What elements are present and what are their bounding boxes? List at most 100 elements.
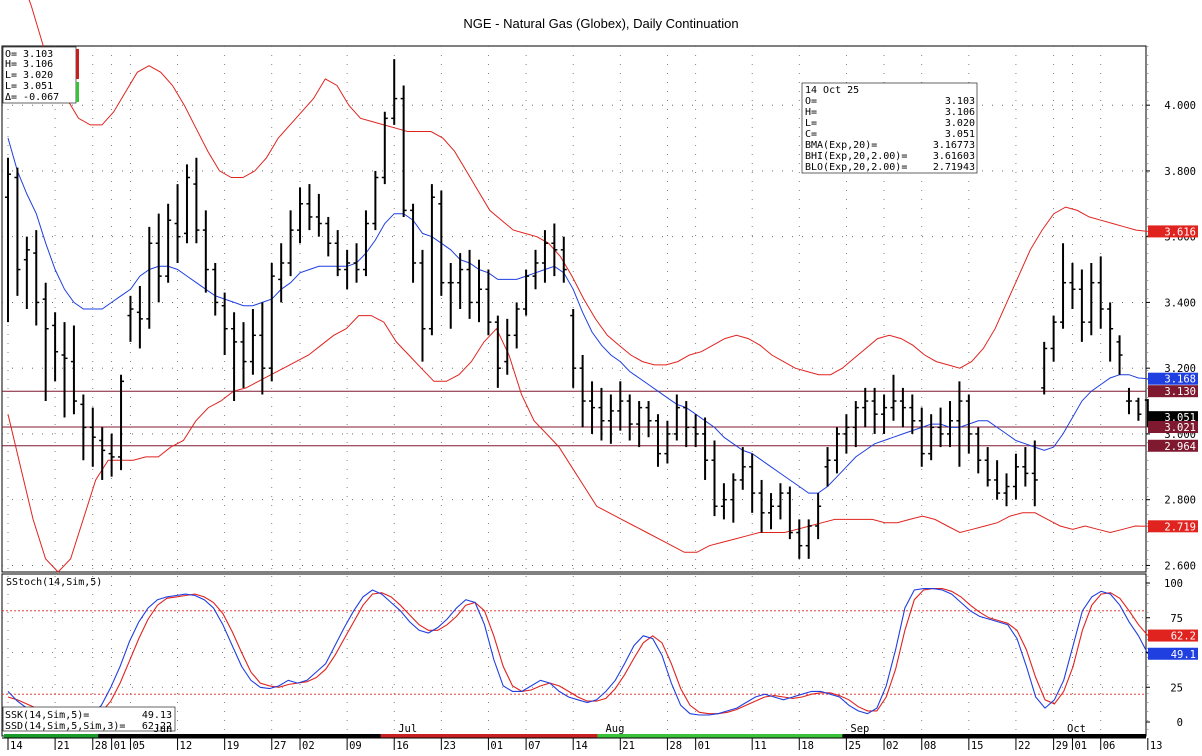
ohlc-bar (334, 230, 341, 277)
ohlc-bar (909, 394, 916, 434)
ohlc-bar (127, 295, 134, 342)
ohlc-bar (899, 387, 906, 428)
ohlc-bar (33, 230, 40, 326)
ohlc-bar (937, 407, 944, 448)
price-tag-bg (1148, 411, 1198, 424)
ohlc-bar (315, 193, 322, 237)
ohlc-bar (541, 230, 548, 283)
price-tag: 2.964 (1148, 439, 1198, 453)
ohlc-bar (589, 381, 596, 434)
price-axis-label: 3.400 (1164, 297, 1196, 309)
date-axis: 14 21 28 01 05 12 19 27 02 09 16 23 01 07 14 21 28 01 11 18… (2, 737, 1162, 752)
price-axis-label: 3.800 (1164, 166, 1196, 178)
ohlc-bar (551, 223, 558, 277)
price-tag-text: 2.964 (1164, 441, 1196, 453)
stoch-overbought-oversold-lines (2, 610, 1146, 695)
price-axis-label: 2.600 (1164, 560, 1196, 572)
ohlc-bar (174, 184, 181, 263)
date-axis-label: 07 (528, 740, 541, 752)
ohlc-bar (975, 427, 982, 474)
ohlc-bar (325, 216, 332, 257)
date-axis-label: 08 (924, 740, 937, 752)
ohlc-bar (1003, 473, 1010, 507)
ohlc-bar (532, 249, 539, 290)
month-label: Jun (153, 723, 172, 735)
ohlc-bar (815, 493, 822, 540)
ohlc-bar (42, 282, 49, 402)
date-axis-label: 11 (754, 740, 767, 752)
ssk-line (7, 588, 1149, 720)
price-tag-bg (1148, 520, 1198, 533)
month-band-segment (380, 734, 598, 738)
ohlc-bar (645, 401, 652, 438)
info-row-label: C= (805, 129, 817, 140)
ohlc-bar (523, 269, 530, 316)
ohlc-bar (692, 414, 699, 448)
info-row-value: 2.71943 (933, 162, 975, 173)
ohlc-bar (221, 292, 228, 356)
ohlc-summary-box: O= 3.103 H= 3.106 L= 3.020 L= 3.051 Δ= -… (2, 46, 79, 104)
ohlc-bar (871, 387, 878, 434)
ohlc-bar (259, 302, 266, 395)
info-row-value: 3.051 (945, 129, 975, 140)
info-row-value: 3.61603 (933, 151, 975, 162)
bollinger-upper-band (28, 0, 1148, 376)
ohlc-bar (99, 427, 106, 480)
stoch-axis: 1007550250 (1146, 578, 1183, 729)
ohlc-bar (372, 170, 379, 231)
info-row-label: BMA(Exp,20)= (805, 140, 877, 151)
ohlc-bar (805, 519, 812, 559)
ohlc-bar (560, 236, 567, 283)
ohlc-bar (711, 440, 718, 517)
ohlc-bar (1022, 447, 1029, 487)
ohlc-bar (231, 312, 238, 402)
date-axis-label: 18 (801, 740, 814, 752)
ohlc-close: L= 3.051 (5, 81, 53, 92)
price-tag: 3.616 (1148, 225, 1198, 238)
date-axis-label: 01 (698, 740, 711, 752)
ssd-value: 62.22 (142, 721, 172, 732)
month-label: Jul (398, 723, 417, 735)
date-axis-label: 05 (132, 740, 145, 752)
price-tag-bg (1148, 421, 1198, 434)
ohlc-bar (240, 322, 247, 388)
month-labels: Jun Jul Aug Sep Oct (153, 723, 1086, 735)
stoch-tag: 62.2 (1148, 629, 1198, 643)
price-tag-bg (1148, 385, 1198, 398)
ohlc-bar (947, 401, 953, 448)
ohlc-bar (447, 262, 454, 329)
price-tag-text: 3.168 (1164, 374, 1196, 386)
ohlc-bar (165, 203, 172, 283)
ohlc-bar (570, 309, 577, 388)
ohlc-bar (466, 249, 473, 319)
ohlc-open: O= 3.103 (5, 49, 53, 60)
date-axis-label: 15 (971, 740, 984, 752)
ohlc-bar (391, 59, 398, 125)
bollinger-lower-band (7, 315, 1148, 573)
ohlc-bar (136, 285, 143, 349)
date-axis-label: 06 (1103, 740, 1116, 752)
ohlc-bar (1116, 335, 1123, 375)
month-band-segment (597, 734, 843, 738)
ohlc-bar (278, 243, 285, 303)
stoch-tag: 49.1 (1148, 647, 1198, 661)
ohlc-bar (607, 394, 614, 444)
ohlc-bar (890, 374, 897, 421)
ohlc-bar (1069, 262, 1076, 309)
price-tag: 2.719 (1148, 520, 1198, 533)
ohlc-bar (786, 486, 793, 540)
month-label: Sep (850, 723, 869, 735)
ohlc-bar (504, 318, 511, 375)
info-row-value: 3.103 (945, 96, 975, 107)
ohlc-bar (862, 387, 869, 428)
ssk-label: SSK(14,Sim,5)= (5, 710, 89, 721)
ohlc-bar (362, 210, 369, 277)
ohlc-bar (796, 519, 803, 559)
ohlc-bar (353, 243, 360, 283)
info-row-label: L= (805, 118, 817, 129)
ohlc-bar (777, 483, 784, 520)
info-row-label: H= (805, 107, 817, 118)
ohlc-bar (268, 262, 275, 382)
stoch-axis-label: 25 (1170, 682, 1183, 694)
